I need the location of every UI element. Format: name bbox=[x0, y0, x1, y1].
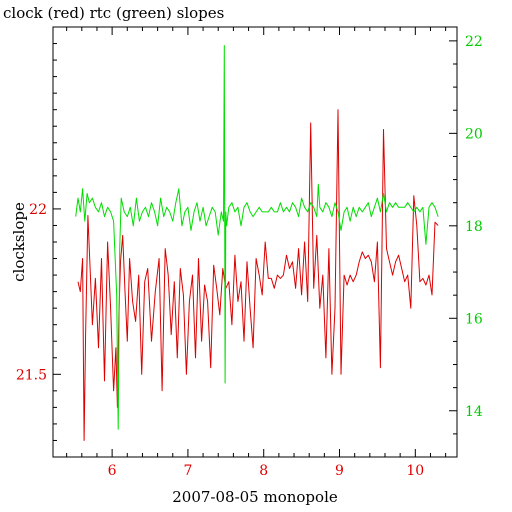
y-axis-label: clockslope bbox=[10, 202, 28, 282]
series-line-clock bbox=[77, 109, 439, 441]
y-right-tick-label: 22 bbox=[465, 34, 483, 50]
series-line-rtc bbox=[75, 45, 439, 430]
y-left-tick-label: 22 bbox=[29, 202, 47, 218]
y-right-tick-label: 14 bbox=[465, 404, 483, 420]
x-tick-label: 7 bbox=[183, 463, 192, 479]
x-tick-label: 6 bbox=[108, 463, 117, 479]
y-left-tick-label: 21.5 bbox=[16, 367, 47, 383]
x-tick-label: 10 bbox=[406, 463, 424, 479]
x-tick-label: 8 bbox=[259, 463, 268, 479]
plot-frame bbox=[52, 26, 458, 458]
y-right-tick-label: 16 bbox=[465, 311, 483, 327]
y-right-tick-label: 18 bbox=[465, 219, 483, 235]
y-right-tick-label: 20 bbox=[465, 126, 483, 142]
x-tick-label: 9 bbox=[335, 463, 344, 479]
x-axis-label: 2007-08-05 monopole bbox=[172, 488, 338, 506]
chart-title: clock (red) rtc (green) slopes bbox=[3, 4, 224, 22]
